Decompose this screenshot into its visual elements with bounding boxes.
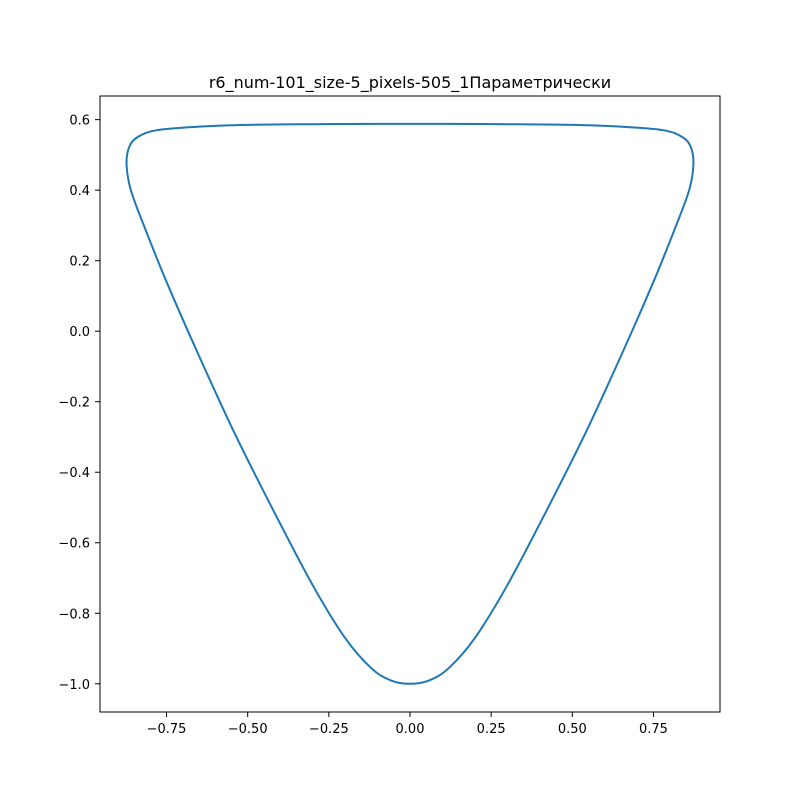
y-tick-label: −0.6 xyxy=(58,537,90,552)
series-line xyxy=(125,122,695,685)
y-tick-label: −0.4 xyxy=(58,466,90,481)
y-tick-label: −0.2 xyxy=(58,396,90,411)
y-axis-ticks: 0.6 0.4 0.2 0.0 −0.2 −0.4 −0.6 −0.8 −1.0 xyxy=(58,114,100,693)
series-layer xyxy=(125,122,695,685)
y-tick-label: −0.8 xyxy=(58,607,90,622)
plot-area-frame xyxy=(99,95,721,713)
y-tick-label: 0.0 xyxy=(69,325,90,340)
x-tick-label: −0.75 xyxy=(147,722,187,737)
x-tick-label: −0.25 xyxy=(309,722,349,737)
x-tick-label: 0.00 xyxy=(396,722,425,737)
x-tick-label: 0.75 xyxy=(639,722,668,737)
chart-title: r6_num-101_size-5_pixels-505_1Параметрич… xyxy=(209,73,611,93)
x-tick-label: 0.50 xyxy=(558,722,587,737)
x-tick-label: 0.25 xyxy=(477,722,506,737)
x-axis-ticks: −0.75 −0.50 −0.25 0.00 0.25 0.50 0.75 xyxy=(147,712,668,737)
y-tick-label: 0.6 xyxy=(69,114,90,129)
y-tick-label: 0.4 xyxy=(69,184,90,199)
y-tick-label: 0.2 xyxy=(69,255,90,270)
y-tick-label: −1.0 xyxy=(58,678,90,693)
x-tick-label: −0.50 xyxy=(228,722,268,737)
